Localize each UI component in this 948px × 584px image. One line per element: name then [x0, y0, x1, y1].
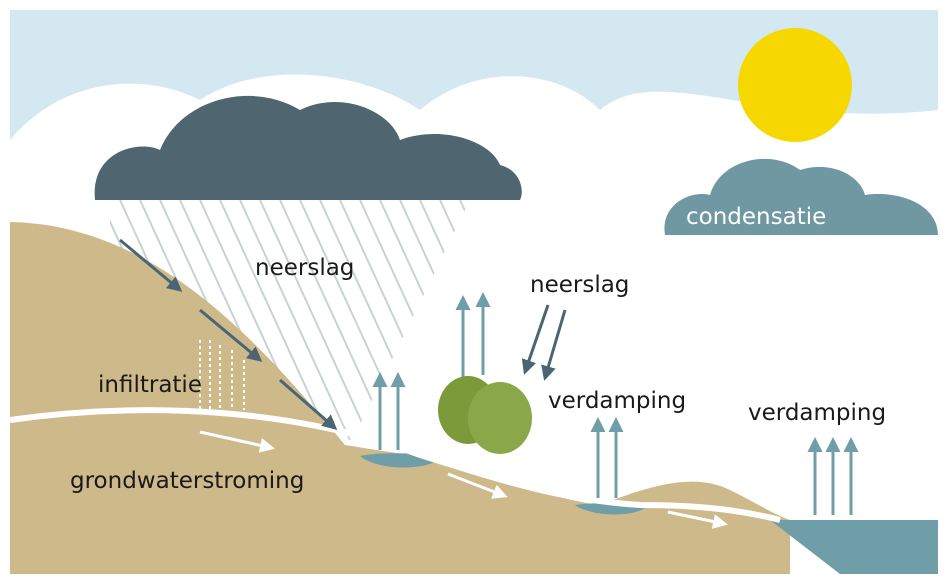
water-cycle-diagram: neerslag neerslag condensatie infiltrati…: [0, 0, 948, 584]
label-precipitation: neerslag: [255, 255, 354, 281]
label-precipitation: neerslag: [530, 272, 629, 298]
label-infiltration: infiltratie: [98, 372, 202, 398]
label-evaporation: verdamping: [748, 400, 886, 426]
sun: [738, 28, 852, 142]
label-evaporation: verdamping: [548, 388, 686, 414]
label-condensation: condensatie: [686, 204, 826, 230]
label-groundwater-flow: grondwaterstroming: [70, 468, 304, 494]
